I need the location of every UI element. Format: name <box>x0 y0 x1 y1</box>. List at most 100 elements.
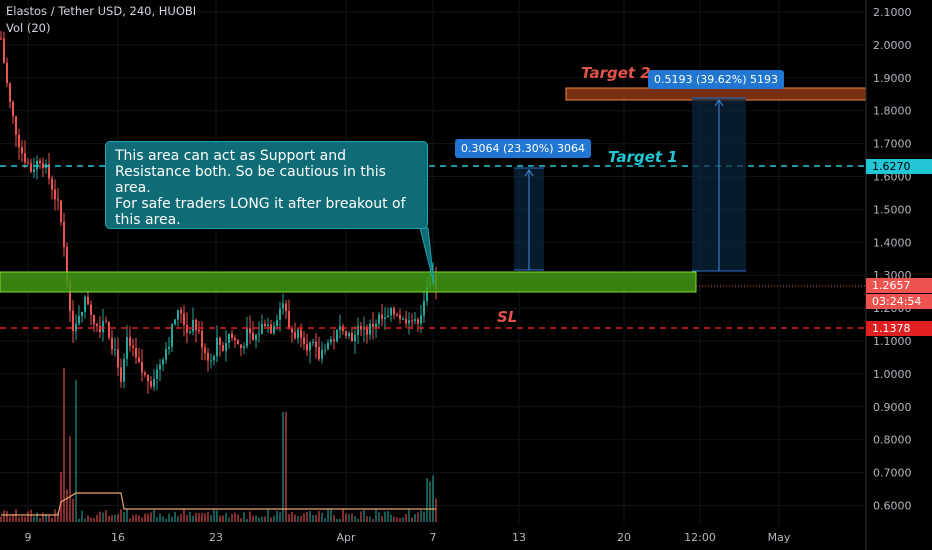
volume-bar <box>63 368 65 522</box>
measure1-label: 0.3064 (23.30%) 3064 <box>455 139 592 158</box>
candle-body <box>51 178 53 190</box>
candle-body <box>339 326 341 330</box>
candle-body <box>48 163 50 179</box>
target2-label: Target 2 <box>581 64 651 82</box>
candle-body <box>237 340 239 345</box>
volume-bar <box>348 514 350 522</box>
candle-body <box>261 323 263 334</box>
volume-bar <box>321 512 323 522</box>
time-tick-label: 7 <box>430 531 437 544</box>
candle-body <box>279 308 281 320</box>
candle-body <box>315 341 317 348</box>
volume-bar <box>132 515 134 522</box>
candle-body <box>399 314 401 320</box>
support-resistance-zone[interactable] <box>0 271 697 293</box>
volume-bar <box>84 518 86 522</box>
candle-body <box>192 320 194 332</box>
price-axis[interactable]: 2.10002.00001.90001.80001.70001.60001.50… <box>873 6 912 513</box>
candle-body <box>6 62 8 84</box>
symbol-title[interactable]: Elastos / Tether USD, 240, HUOBI <box>6 4 197 18</box>
volume-bar <box>333 515 335 522</box>
volume-bar <box>99 511 101 522</box>
candles <box>0 30 437 394</box>
volume-bar <box>75 380 77 522</box>
volume-bar <box>378 511 380 522</box>
candle-body <box>387 315 389 318</box>
candle-body <box>381 314 383 319</box>
candle-body <box>159 364 161 370</box>
candle-body <box>0 38 2 40</box>
candle-body <box>21 147 23 154</box>
candle-body <box>93 314 95 325</box>
volume-bar <box>144 513 146 522</box>
target1-label: Target 1 <box>608 148 678 166</box>
price-tick-label: 1.4000 <box>873 236 912 249</box>
candle-body <box>222 345 224 351</box>
candle-body <box>57 199 59 201</box>
volume-bar <box>117 514 119 522</box>
price-tick-label: 1.1000 <box>873 335 912 348</box>
volume-bar <box>363 510 365 522</box>
volume-indicator-label[interactable]: Vol (20) <box>6 21 51 35</box>
support-resistance-callout[interactable]: This area can act as Support and Resista… <box>105 141 428 229</box>
candle-body <box>405 318 407 324</box>
candle-body <box>426 286 428 301</box>
volume-bar <box>93 518 95 522</box>
volume-bar <box>126 509 128 522</box>
volume-bar <box>282 412 284 522</box>
candle-body <box>306 343 308 351</box>
candle-body <box>246 328 248 347</box>
volume-bar <box>159 513 161 522</box>
candle-body <box>9 83 11 103</box>
candle-body <box>63 221 65 247</box>
candle-body <box>324 349 326 351</box>
time-axis[interactable]: 9 16 23 Apr 7 13 20 12:00 May <box>25 531 791 544</box>
candle-body <box>228 333 230 344</box>
volume-bar <box>45 514 47 522</box>
volume-bar <box>147 513 149 522</box>
candle-body <box>270 324 272 334</box>
volume-bar <box>267 509 269 522</box>
volume-bar <box>213 509 215 522</box>
volume-bar <box>72 498 74 522</box>
candle-body <box>213 356 215 361</box>
volume-bar <box>324 518 326 522</box>
candle-body <box>390 308 392 316</box>
candle-body <box>297 329 299 339</box>
candle-body <box>252 333 254 341</box>
candle-body <box>402 318 404 320</box>
volume-bar <box>390 514 392 522</box>
volume-bar <box>162 516 164 522</box>
volume-bar <box>225 512 227 522</box>
candle-body <box>162 359 164 365</box>
volume-bar <box>354 515 356 522</box>
candle-body <box>240 344 242 349</box>
volume-bar <box>9 516 11 522</box>
price-tick-label: 0.6000 <box>873 500 912 513</box>
volume-bar <box>279 512 281 522</box>
candle-body <box>330 339 332 343</box>
volume-bar <box>336 518 338 522</box>
volume-bar <box>420 510 422 522</box>
volume-bar <box>264 516 266 522</box>
candle-body <box>243 346 245 349</box>
volume-bar <box>249 511 251 522</box>
candle-body <box>15 116 17 135</box>
volume-bar <box>150 512 152 522</box>
candle-body <box>105 321 107 323</box>
volume-bar <box>165 518 167 522</box>
candle-body <box>396 314 398 316</box>
volume-bar <box>381 516 383 522</box>
volume-bar <box>219 515 221 522</box>
candle-body <box>195 320 197 331</box>
volume-bar <box>294 514 296 522</box>
volume-bar <box>102 512 104 522</box>
volume-bar <box>108 515 110 522</box>
volume-bar <box>192 515 194 522</box>
candle-body <box>318 347 320 359</box>
candle-body <box>408 320 410 324</box>
volume-bar <box>345 513 347 522</box>
volume-bar <box>183 509 185 522</box>
candle-body <box>78 316 80 324</box>
